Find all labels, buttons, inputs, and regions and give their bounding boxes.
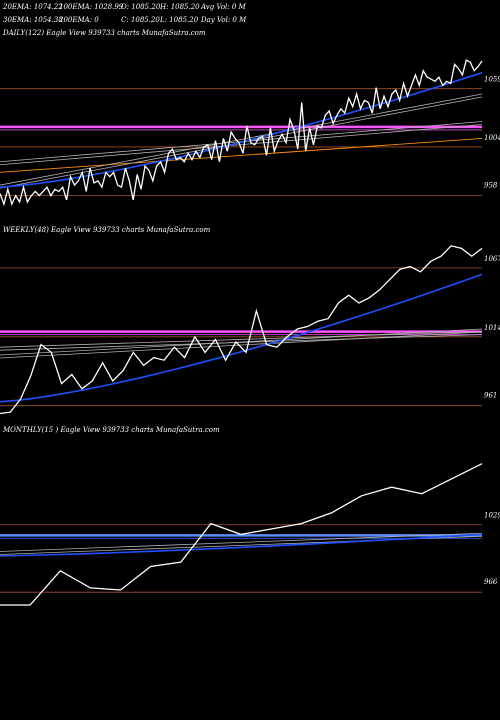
weekly-tick-label-1: 1014 (484, 324, 500, 332)
ema30-readout: 30EMA: 1054.38 (3, 16, 63, 24)
weekly-ema100-line-pair (0, 331, 483, 359)
weekly-ema30-line (0, 331, 483, 348)
weekly-ema30-line-pair (0, 334, 483, 351)
daily-panel-label: DAILY(122) Eagle View 939733 charts Muna… (3, 29, 206, 37)
high-readout: H: 1085.20 (160, 3, 200, 11)
monthly-ema20-line (0, 533, 483, 557)
daily-ema30-line (0, 93, 483, 186)
open-readout: O: 1085.20 (121, 3, 161, 11)
daily-price-line (0, 59, 483, 207)
daily-orange-line (0, 138, 483, 173)
daily-ema100-line-pair (0, 124, 483, 166)
monthly-tick-label-1: 966 (484, 578, 498, 586)
day-vol-readout: Day Vol: 0 M (201, 16, 247, 24)
ema200-readout: 200EMA: 0 (59, 16, 99, 24)
daily-tick-label-0: 1059 (484, 76, 500, 84)
monthly-panel-label: MONTHLY(15 ) Eagle View 939733 charts Mu… (3, 426, 220, 434)
daily-tick-label-1: 1004 (484, 134, 500, 142)
ema20-readout: 20EMA: 1074.22 (3, 3, 63, 11)
weekly-tick-label-2: 961 (484, 392, 497, 400)
close-readout: C: 1085.20 (121, 16, 160, 24)
monthly-price-line (0, 463, 483, 606)
weekly-price-line (0, 245, 483, 415)
weekly-panel-label: WEEKLY(48) Eagle View 939733 charts Muna… (3, 226, 211, 234)
ema100-readout: 100EMA: 1028.99 (59, 3, 124, 11)
weekly-ema20-line (0, 273, 483, 403)
daily-tick-label-2: 958 (484, 182, 498, 190)
low-readout: L: 1085.20 (160, 16, 199, 24)
avg-vol-readout: Avg Vol: 0 M (201, 3, 246, 11)
weekly-tick-label-0: 1067 (484, 255, 500, 263)
monthly-ema30-line (0, 532, 483, 552)
